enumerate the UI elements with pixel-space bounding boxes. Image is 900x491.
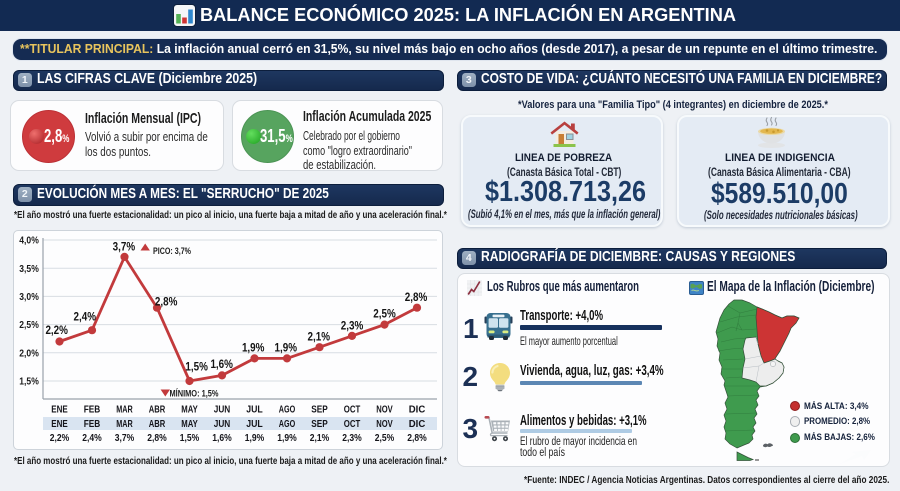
svg-text:AGO: AGO [279,419,296,430]
svg-text:JUL: JUL [246,405,263,416]
svg-text:AGO: AGO [279,405,296,416]
svg-text:MAY: MAY [181,419,198,430]
svg-text:2,5%: 2,5% [19,319,39,331]
svg-text:MAR: MAR [116,419,133,430]
svg-text:2,8%: 2,8% [405,290,428,304]
svg-text:FEB: FEB [84,419,101,430]
svg-text:FEB: FEB [84,405,101,416]
svg-text:1,6%: 1,6% [210,357,233,371]
svg-text:MAY: MAY [181,405,198,416]
svg-text:1,9%: 1,9% [245,433,265,444]
svg-text:3,7%: 3,7% [113,240,136,254]
svg-text:1,5%: 1,5% [180,433,200,444]
svg-text:PICO: 3,7%: PICO: 3,7% [153,246,192,256]
svg-text:2,1%: 2,1% [308,330,331,344]
svg-text:NOV: NOV [376,405,393,416]
svg-text:NOV: NOV [376,419,393,430]
svg-text:2,8%: 2,8% [147,433,167,444]
svg-text:2,2%: 2,2% [50,433,70,444]
svg-text:2,5%: 2,5% [375,433,395,444]
svg-text:1,5%: 1,5% [19,376,39,388]
svg-text:1,9%: 1,9% [275,340,298,354]
svg-text:2,3%: 2,3% [342,433,362,444]
svg-text:MAR: MAR [116,405,133,416]
svg-text:2,5%: 2,5% [373,307,396,321]
svg-text:3,0%: 3,0% [19,291,39,303]
svg-text:SEP: SEP [311,405,328,416]
svg-text:4,0%: 4,0% [19,235,39,247]
svg-text:DIC: DIC [409,405,426,416]
svg-text:3,5%: 3,5% [19,263,39,275]
svg-text:3,7%: 3,7% [115,433,135,444]
svg-text:2,2%: 2,2% [45,323,68,337]
svg-text:2,4%: 2,4% [74,309,97,323]
svg-text:ABR: ABR [149,405,166,416]
svg-text:OCT: OCT [344,419,361,430]
svg-text:1,9%: 1,9% [242,340,265,354]
svg-text:2,1%: 2,1% [310,433,330,444]
svg-text:SEP: SEP [311,419,328,430]
svg-text:DIC: DIC [409,419,426,430]
svg-text:JUN: JUN [214,419,231,430]
svg-text:2,8%: 2,8% [155,295,178,309]
svg-text:ENE: ENE [51,405,68,416]
svg-text:1,9%: 1,9% [277,433,297,444]
svg-text:JUN: JUN [214,405,231,416]
svg-text:OCT: OCT [344,405,361,416]
svg-text:2,4%: 2,4% [82,433,102,444]
svg-text:2,0%: 2,0% [19,347,39,359]
svg-text:2,3%: 2,3% [341,319,364,333]
svg-text:ABR: ABR [149,419,166,430]
svg-text:2,8%: 2,8% [407,433,427,444]
svg-text:1,6%: 1,6% [212,433,232,444]
svg-text:1,5%: 1,5% [185,359,208,373]
svg-text:ENE: ENE [51,419,68,430]
svg-text:JUL: JUL [246,419,263,430]
svg-text:MÍNIMO: 1,5%: MÍNIMO: 1,5% [170,389,220,399]
